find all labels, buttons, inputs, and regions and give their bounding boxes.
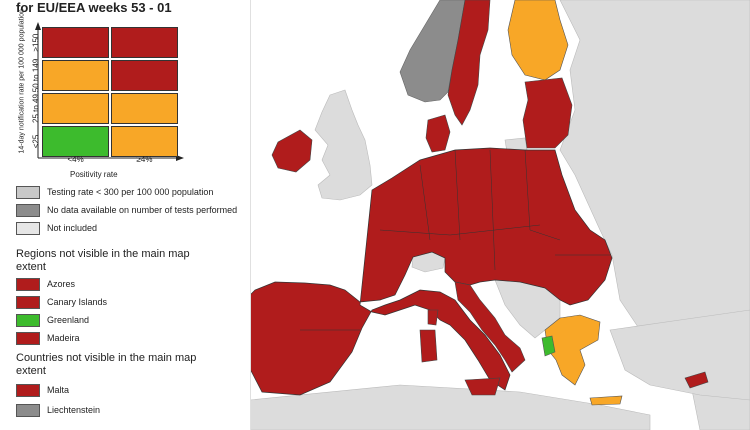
matrix-cell bbox=[111, 126, 178, 157]
regions-heading: Regions not visible in the main map exte… bbox=[16, 248, 190, 273]
x-axis-label: Positivity rate bbox=[70, 170, 118, 179]
legend-panel: for EU/EEA weeks 53 - 01 14-day notifica… bbox=[0, 0, 251, 430]
region-item-swatch bbox=[16, 314, 40, 327]
region-item-label: Azores bbox=[47, 279, 76, 289]
sicily-land bbox=[464, 377, 501, 396]
matrix-axes bbox=[35, 22, 184, 161]
grey-legend-item-label: Testing rate < 300 per 100 000 populatio… bbox=[47, 187, 214, 197]
denmark-land bbox=[425, 114, 451, 153]
cyprus-land bbox=[684, 371, 709, 389]
matrix-cell bbox=[42, 27, 109, 58]
country-item-swatch bbox=[16, 384, 40, 397]
countries-heading: Countries not visible in the main map ex… bbox=[16, 352, 197, 377]
matrix-cell bbox=[42, 93, 109, 124]
country-item-label: Malta bbox=[47, 385, 70, 395]
map-title: for EU/EEA weeks 53 - 01 bbox=[16, 0, 172, 15]
crete-land bbox=[589, 395, 623, 406]
region-item-label: Madeira bbox=[47, 333, 80, 343]
country-item-swatch bbox=[16, 404, 40, 417]
grey-legend-item-swatch bbox=[16, 204, 40, 217]
grey-legend-item-label: Not included bbox=[47, 223, 98, 233]
matrix-col-label: ≥4% bbox=[136, 155, 153, 164]
corsica-land bbox=[427, 309, 439, 326]
north-africa bbox=[249, 384, 651, 430]
east-eu-borders bbox=[300, 149, 610, 331]
sardinia-land bbox=[419, 329, 438, 363]
baltics-land bbox=[522, 77, 573, 149]
italy-land bbox=[454, 281, 526, 373]
grey-legend-item-swatch bbox=[16, 222, 40, 235]
sweden-land bbox=[447, 0, 491, 126]
matrix-row-label: <25 bbox=[31, 134, 41, 148]
greece-land bbox=[544, 314, 601, 386]
matrix-cell bbox=[111, 27, 178, 58]
region-item-swatch bbox=[16, 332, 40, 345]
region-item-swatch bbox=[16, 278, 40, 291]
region-item-label: Greenland bbox=[47, 315, 90, 325]
matrix-cell bbox=[42, 60, 109, 91]
region-item-swatch bbox=[16, 296, 40, 309]
matrix-cell bbox=[111, 93, 178, 124]
ireland-land bbox=[271, 129, 313, 173]
green-region bbox=[541, 335, 556, 357]
grey-legend-item-swatch bbox=[16, 186, 40, 199]
country-item-label: Liechtenstein bbox=[47, 405, 101, 415]
continental-eu bbox=[237, 147, 613, 396]
region-item-label: Canary Islands bbox=[47, 297, 108, 307]
grey-legend-item-label: No data available on number of tests per… bbox=[47, 205, 238, 215]
matrix-cell bbox=[42, 126, 109, 157]
matrix-cell bbox=[111, 60, 178, 91]
turkey-land bbox=[609, 309, 750, 401]
matrix-col-label: <4% bbox=[67, 155, 84, 164]
finland-land bbox=[507, 0, 569, 81]
uk-land bbox=[314, 89, 373, 201]
